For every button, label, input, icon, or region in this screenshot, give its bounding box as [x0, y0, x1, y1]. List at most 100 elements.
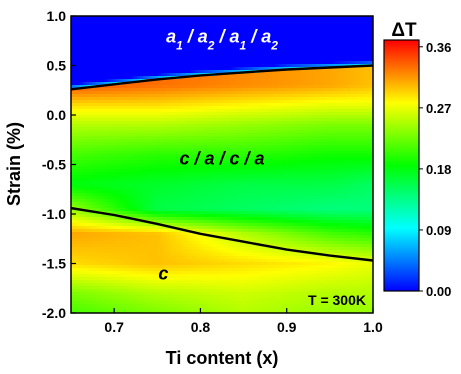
heatmap-cell [368, 151, 372, 155]
heatmap-cell [239, 37, 243, 41]
heatmap-cell [347, 148, 351, 152]
heatmap-cell [74, 70, 78, 74]
heatmap-cell [131, 28, 135, 32]
heatmap-cell [335, 79, 339, 83]
heatmap-cell [140, 136, 144, 140]
heatmap-cell [338, 37, 342, 41]
heatmap-cell [143, 127, 147, 131]
heatmap-cell [263, 52, 267, 56]
heatmap-cell [332, 133, 336, 137]
heatmap-cell [329, 100, 333, 104]
heatmap-cell [341, 34, 345, 38]
heatmap-cell [365, 151, 369, 155]
heatmap-cell [128, 22, 132, 26]
heatmap-cell [305, 121, 309, 125]
heatmap-cell [296, 70, 300, 74]
heatmap-cell [284, 55, 288, 59]
heatmap-cell [116, 31, 120, 35]
heatmap-cell [353, 151, 357, 155]
heatmap-cell [176, 133, 180, 137]
heatmap-cell [128, 124, 132, 128]
heatmap-cell [341, 31, 345, 35]
heatmap-cell [257, 103, 261, 107]
heatmap-cell [143, 55, 147, 59]
heatmap-cell [350, 46, 354, 50]
heatmap-cell [152, 142, 156, 146]
heatmap-cell [182, 142, 186, 146]
heatmap-cell [242, 100, 246, 104]
heatmap-cell [74, 103, 78, 107]
heatmap-cell [125, 73, 129, 77]
heatmap-cell [116, 88, 120, 92]
heatmap-cell [173, 82, 177, 86]
heatmap-cell [341, 37, 345, 41]
heatmap-cell [230, 61, 234, 65]
heatmap-cell [215, 49, 219, 53]
heatmap-cell [269, 76, 273, 80]
heatmap-cell [242, 40, 246, 44]
heatmap-cell [203, 112, 207, 116]
heatmap-cell [203, 19, 207, 23]
heatmap-cell [107, 145, 111, 149]
heatmap-cell [263, 115, 267, 119]
heatmap-cell [137, 58, 141, 62]
heatmap-cell [116, 145, 120, 149]
heatmap-cell [341, 136, 345, 140]
heatmap-cell [194, 163, 198, 167]
heatmap-cell [248, 85, 252, 89]
heatmap-cell [326, 34, 330, 38]
heatmap-cell [164, 70, 168, 74]
heatmap-cell [104, 118, 108, 122]
heatmap-cell [248, 82, 252, 86]
heatmap-cell [365, 76, 369, 80]
heatmap-cell [233, 121, 237, 125]
heatmap-cell [326, 157, 330, 161]
heatmap-cell [302, 46, 306, 50]
heatmap-cell [77, 37, 81, 41]
heatmap-cell [74, 52, 78, 56]
heatmap-cell [128, 34, 132, 38]
heatmap-cell [104, 121, 108, 125]
heatmap-cell [83, 82, 87, 86]
heatmap-cell [287, 73, 291, 77]
heatmap-cell [140, 55, 144, 59]
heatmap-cell [113, 157, 117, 161]
heatmap-cell [128, 103, 132, 107]
heatmap-cell [335, 103, 339, 107]
heatmap-cell [212, 103, 216, 107]
heatmap-cell [293, 49, 297, 53]
heatmap-cell [263, 145, 267, 149]
heatmap-cell [80, 76, 84, 80]
heatmap-cell [362, 28, 366, 32]
heatmap-cell [260, 88, 264, 92]
heatmap-cell [260, 160, 264, 164]
heatmap-cell [209, 46, 213, 50]
heatmap-cell [185, 157, 189, 161]
heatmap-cell [326, 73, 330, 77]
heatmap-cell [350, 19, 354, 23]
heatmap-cell [230, 142, 234, 146]
heatmap-cell [197, 136, 201, 140]
heatmap-cell [188, 64, 192, 68]
heatmap-cell [167, 151, 171, 155]
heatmap-cell [170, 148, 174, 152]
heatmap-cell [284, 82, 288, 86]
heatmap-cell [134, 52, 138, 56]
heatmap-cell [344, 37, 348, 41]
heatmap-cell [203, 88, 207, 92]
heatmap-cell [332, 82, 336, 86]
heatmap-cell [128, 40, 132, 44]
heatmap-cell [92, 64, 96, 68]
heatmap-cell [326, 82, 330, 86]
heatmap-cell [167, 139, 171, 143]
heatmap-cell [158, 19, 162, 23]
heatmap-cell [206, 25, 210, 29]
heatmap-cell [140, 19, 144, 23]
heatmap-cell [290, 121, 294, 125]
heatmap-cell [290, 58, 294, 62]
heatmap-cell [260, 94, 264, 98]
heatmap-cell [248, 76, 252, 80]
heatmap-cell [347, 70, 351, 74]
heatmap-cell [230, 160, 234, 164]
heatmap-cell [263, 58, 267, 62]
